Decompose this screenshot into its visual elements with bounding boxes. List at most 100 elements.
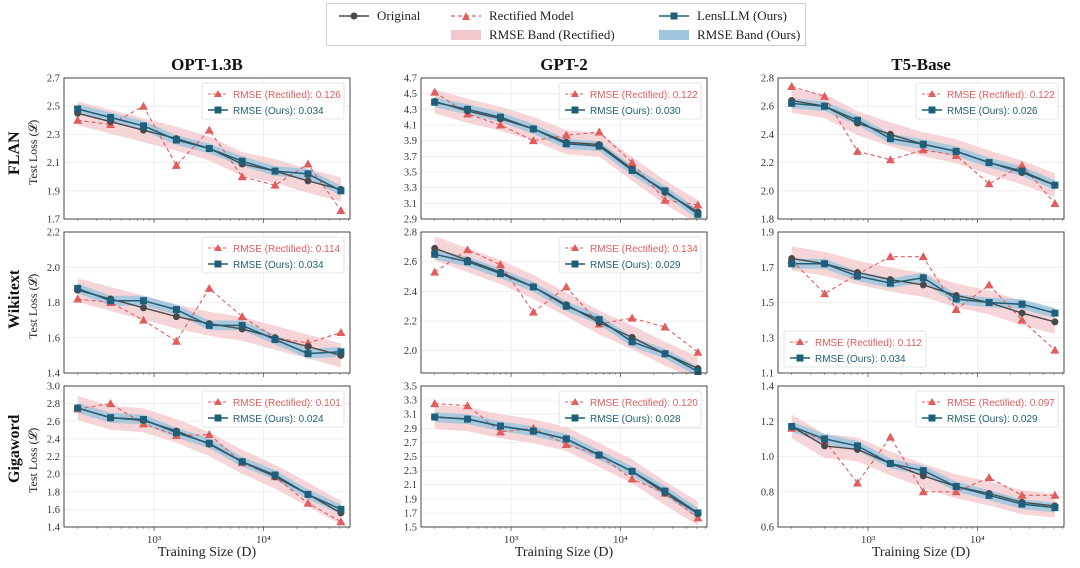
point-ours — [919, 140, 927, 148]
y-tick-label: 4.1 — [404, 121, 417, 132]
point-rectified — [918, 252, 928, 261]
point-ours — [74, 284, 82, 292]
point-rectified — [204, 283, 214, 292]
annotation-marker-rectified — [928, 90, 936, 97]
point-rectified — [660, 195, 670, 204]
point-ours — [788, 423, 796, 431]
point-ours — [107, 113, 115, 121]
plot-frame — [777, 231, 1065, 374]
rmse-ours-label: RMSE (Ours): 0.029 — [590, 260, 681, 271]
y-tick-label: 3.3 — [404, 396, 417, 407]
point-ours — [853, 116, 861, 124]
point-ours — [661, 187, 669, 195]
point-ours — [139, 122, 147, 130]
subplot-wikitext-t5-base: 1.1 1.3 1.5 1.7 1.9 RMSE (Rectified): 0.112 RM… — [761, 228, 1065, 380]
point-rectified — [627, 474, 637, 483]
y-tick-label: 2.2 — [404, 317, 417, 328]
point-rectified — [1050, 490, 1060, 499]
y-tick-label: 2.6 — [47, 417, 60, 428]
y-tick-label: 2.1 — [404, 480, 417, 491]
legend-symbol-ours — [659, 12, 689, 20]
y-tick-label: 0.8 — [761, 487, 774, 498]
point-ours — [107, 297, 115, 305]
point-ours — [337, 187, 345, 195]
x-axis-title: Training Size (D) — [157, 545, 257, 560]
y-tick-label: 1.6 — [47, 505, 60, 516]
point-ours — [304, 490, 312, 498]
point-ours — [529, 427, 537, 435]
point-ours — [886, 135, 894, 143]
point-rectified — [660, 322, 670, 331]
point-rectified — [561, 440, 571, 449]
x-axis-title: Training Size (D) — [871, 545, 971, 560]
legend-symbol-rectified — [451, 12, 481, 20]
subplot-flan-gpt-2: 2.9 3.1 3.3 3.5 3.7 3.9 4.1 4.3 4.5 4.7 RMSE (Rect… — [404, 74, 708, 226]
point-rectified — [918, 487, 928, 496]
annotation-marker-rectified — [571, 244, 579, 251]
x-tick-label: 10³ — [861, 534, 876, 546]
point-original — [919, 281, 927, 289]
rmse-ours-label: RMSE (Ours): 0.024 — [233, 414, 324, 425]
rmse-rectified-label: RMSE (Rectified): 0.126 — [233, 90, 341, 101]
point-ours — [431, 250, 439, 258]
x-tick-label: 10³ — [504, 534, 519, 546]
point-ours — [74, 105, 82, 113]
point-rectified — [495, 120, 505, 129]
point-rectified — [918, 145, 928, 154]
point-rectified — [138, 315, 148, 324]
point-rectified — [627, 313, 637, 322]
legend-symbol-original — [339, 12, 369, 20]
point-ours — [205, 439, 213, 447]
point-ours — [304, 350, 312, 358]
point-rectified — [237, 172, 247, 181]
point-ours — [595, 316, 603, 324]
x-tick-label: 10³ — [147, 534, 162, 546]
point-ours — [1051, 181, 1059, 189]
point-original — [172, 313, 180, 321]
point-ours — [464, 258, 472, 266]
y-tick-label: 1.6 — [47, 333, 60, 344]
y-tick-label: 2.4 — [404, 287, 418, 298]
annotation-marker-ours — [928, 106, 936, 114]
y-tick-label: 4.3 — [404, 105, 417, 116]
point-ours — [952, 147, 960, 155]
point-ours — [821, 260, 829, 268]
subplot-gigaword-gpt-2: 1.5 1.7 1.9 2.1 2.3 2.5 2.7 2.9 3.1 3.3 3.5 10³ 10⁴ R… — [404, 382, 708, 546]
y-tick-label: 1.4 — [47, 523, 61, 534]
legend-symbol-band-ours — [659, 30, 689, 40]
point-rectified — [430, 399, 440, 408]
point-ours — [821, 435, 829, 443]
point-ours — [853, 442, 861, 450]
series-line-rectified — [791, 85, 1056, 204]
y-tick-label: 1.4 — [761, 382, 775, 393]
y-tick-label: 2.2 — [761, 158, 774, 169]
point-ours — [107, 414, 115, 422]
point-ours — [496, 270, 504, 278]
y-tick-label: 1.3 — [761, 333, 774, 344]
subplot-wikitext-gpt-2: 2.0 2.2 2.4 2.6 2.8 RMSE (Rectified): 0.134 RM… — [404, 228, 708, 377]
point-rectified — [303, 498, 313, 507]
point-rectified — [787, 81, 797, 90]
subplot-flan-opt-1-3b: 1.7 1.9 2.1 2.3 2.5 2.7 RMSE (Rectified): 0.12… — [47, 74, 351, 226]
y-tick-label: 1.8 — [47, 298, 60, 309]
x-tick-label: 10⁴ — [256, 534, 271, 546]
annotation-marker-rectified — [928, 398, 936, 405]
point-rectified — [1017, 160, 1027, 169]
point-ours — [464, 415, 472, 423]
rmse-ours-label: RMSE (Ours): 0.029 — [947, 414, 1038, 425]
point-rectified — [303, 159, 313, 168]
annotation-marker-ours — [214, 106, 222, 114]
point-ours — [271, 336, 279, 344]
annotation-marker-ours — [214, 414, 222, 422]
y-tick-label: 0.6 — [761, 523, 774, 534]
point-ours — [694, 368, 702, 376]
x-axis-title: Training Size (D) — [514, 545, 614, 560]
point-ours — [562, 140, 570, 148]
point-original — [431, 244, 439, 252]
point-ours — [1018, 300, 1026, 308]
point-rectified — [495, 260, 505, 269]
point-ours — [661, 350, 669, 358]
point-rectified — [561, 130, 571, 139]
point-ours — [529, 283, 537, 291]
point-rectified — [885, 155, 895, 164]
